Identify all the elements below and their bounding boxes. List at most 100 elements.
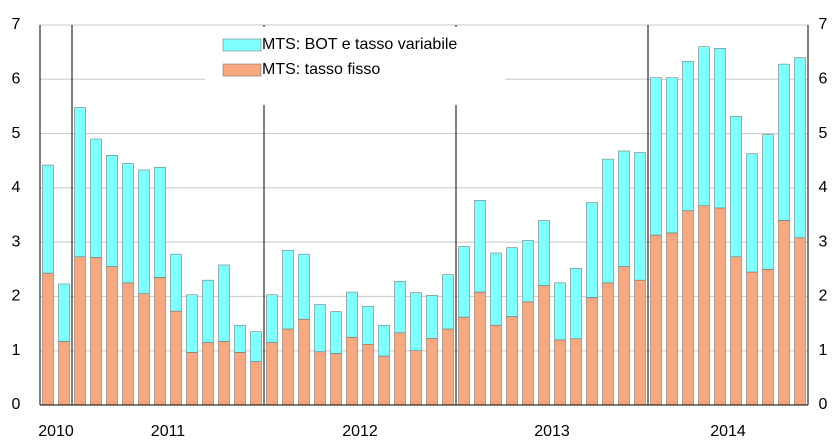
- bar-segment: [506, 247, 518, 317]
- bar-segment: [778, 220, 790, 406]
- bar-segment: [698, 205, 710, 406]
- y-tick-label: 7: [12, 16, 21, 33]
- bar-segment: [714, 207, 726, 406]
- bar-segment: [90, 138, 102, 258]
- bar-segment: [554, 282, 566, 341]
- bar-segment: [234, 352, 246, 406]
- bar-segment: [570, 338, 582, 406]
- bar-segment: [618, 266, 630, 406]
- y-tick-label: 5: [12, 125, 21, 142]
- bar-segment: [522, 301, 534, 406]
- bar-segment: [570, 267, 582, 340]
- legend-label: MTS: tasso fisso: [262, 61, 380, 78]
- bar-segment: [586, 202, 598, 298]
- bar-segment: [634, 279, 646, 406]
- bar-segment: [346, 336, 358, 406]
- bar-segment: [730, 256, 742, 406]
- bar-segment: [794, 57, 806, 239]
- bar-segment: [666, 77, 678, 234]
- bar-segment: [74, 256, 86, 406]
- bar-segment: [554, 339, 566, 406]
- bar-segment: [410, 350, 422, 406]
- bar-segment: [442, 274, 454, 330]
- bar-segment: [394, 332, 406, 406]
- bar-segment: [650, 234, 662, 406]
- bar-segment: [186, 294, 198, 353]
- bar-segment: [730, 115, 742, 258]
- bar-segment: [186, 352, 198, 406]
- bar-segment: [218, 264, 230, 342]
- bar-segment: [490, 324, 502, 406]
- legend-swatch: [222, 38, 262, 52]
- x-tick-label: 2014: [710, 423, 746, 440]
- bar-segment: [170, 253, 182, 312]
- bar-segment: [314, 351, 326, 406]
- bar-segment: [538, 220, 550, 286]
- bar-segment: [394, 280, 406, 334]
- bar-segment: [234, 324, 246, 353]
- x-tick-label: 2011: [151, 423, 186, 440]
- bar-segment: [154, 277, 166, 406]
- bar-segment: [314, 304, 326, 353]
- bar-segment: [282, 250, 294, 330]
- bar-segment: [170, 310, 182, 406]
- bar-segment: [122, 163, 134, 284]
- bar-segment: [330, 311, 342, 354]
- bar-segment: [682, 61, 694, 211]
- bar-segment: [602, 158, 614, 284]
- bar-segment: [266, 294, 278, 343]
- y2-tick-label: 1: [819, 342, 828, 359]
- y-tick-label: 6: [12, 71, 21, 88]
- bar-segment: [106, 155, 118, 267]
- y-tick-label: 3: [12, 233, 21, 250]
- bar-segment: [458, 246, 470, 318]
- bar-segment: [778, 63, 790, 221]
- bar-segment: [298, 318, 310, 406]
- bar-segment: [218, 341, 230, 406]
- x-tick-label: 2010: [38, 423, 74, 440]
- legend-swatch: [222, 63, 262, 77]
- x-tick-label: 2012: [342, 423, 378, 440]
- bar-segment: [490, 252, 502, 326]
- bar-segment: [202, 279, 214, 343]
- bar-segment: [138, 293, 150, 406]
- bar-segment: [250, 361, 262, 406]
- bar-segment: [378, 324, 390, 357]
- bar-segment: [298, 253, 310, 320]
- bar-segment: [442, 328, 454, 406]
- bar-segment: [362, 343, 374, 406]
- bar-segment: [106, 266, 118, 406]
- bar-segment: [426, 337, 438, 406]
- bar-segment: [346, 291, 358, 338]
- bar-segment: [506, 316, 518, 406]
- legend-label: MTS: BOT e tasso variabile: [262, 36, 457, 53]
- bar-segment: [410, 292, 422, 351]
- bar-segment: [154, 166, 166, 278]
- bar-segment: [426, 295, 438, 339]
- y2-tick-label: 2: [819, 288, 828, 305]
- bar-segment: [90, 257, 102, 406]
- bar-segment: [122, 282, 134, 406]
- bar-segment: [746, 153, 758, 273]
- bar-segment: [650, 77, 662, 236]
- y2-tick-label: 6: [819, 71, 828, 88]
- bar-segment: [474, 200, 486, 293]
- y-tick-label: 1: [12, 342, 21, 359]
- bar-segment: [266, 342, 278, 406]
- y-tick-label: 0: [12, 396, 21, 413]
- y2-tick-label: 3: [819, 233, 828, 250]
- bar-segment: [474, 291, 486, 406]
- bar-segment: [538, 285, 550, 406]
- bar-segment: [666, 232, 678, 406]
- bar-segment: [618, 150, 630, 267]
- y2-tick-label: 7: [819, 16, 828, 33]
- bar-segment: [522, 240, 534, 303]
- bar-segment: [138, 169, 150, 294]
- bar-segment: [330, 353, 342, 406]
- bar-segment: [282, 328, 294, 406]
- bar-segment: [682, 210, 694, 406]
- bar-segment: [762, 134, 774, 270]
- bar-segment: [698, 46, 710, 207]
- y2-tick-label: 4: [819, 179, 828, 196]
